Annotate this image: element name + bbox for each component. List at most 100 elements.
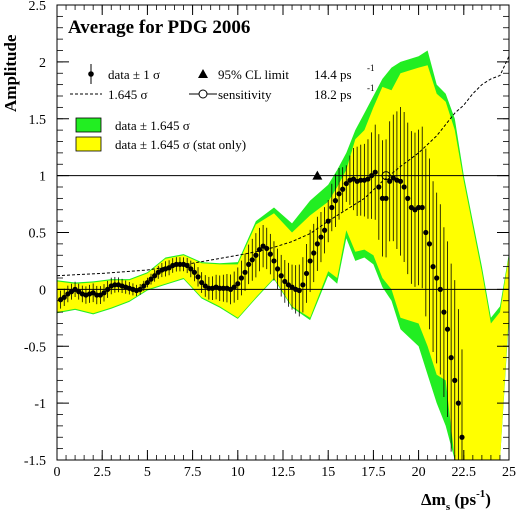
y-tick-label: 0.5 (29, 227, 47, 242)
chart-title: Average for PDG 2006 (68, 17, 250, 38)
legend-sensitivity-value: 18.2 ps (314, 87, 352, 102)
band-stat-only (57, 65, 509, 461)
data-point (195, 274, 201, 280)
y-tick-label: -1 (34, 397, 46, 412)
data-point (441, 309, 447, 315)
data-point (376, 184, 382, 190)
legend-limit-label: 95% CL limit (218, 67, 289, 82)
x-axis-title-unit: (ps (450, 490, 476, 509)
bands (57, 50, 509, 461)
data-point (343, 180, 349, 187)
x-tick-label: 5 (144, 465, 151, 480)
data-point (296, 287, 302, 294)
legend-band-stat-label: data ± 1.645 σ (stat only) (115, 137, 246, 152)
data-point (206, 285, 212, 291)
data-point (416, 204, 422, 211)
legend-sensitivity-sup: -1 (367, 83, 375, 93)
y-tick-label: 2.5 (29, 0, 47, 14)
y-tick-label: -1.5 (24, 454, 46, 469)
data-point (459, 434, 465, 440)
data-point (191, 269, 198, 275)
data-point (358, 177, 364, 183)
data-point (455, 400, 461, 406)
data-point (148, 276, 154, 282)
data-point (332, 198, 339, 204)
data-point (184, 262, 190, 269)
data-point (256, 246, 263, 253)
data-point (397, 178, 404, 184)
data-point (253, 252, 259, 258)
data-point (246, 261, 252, 267)
x-tick-label: 10 (231, 465, 245, 480)
data-point (448, 355, 454, 361)
x-axis-title-sub: s (446, 501, 451, 513)
data-point (278, 273, 284, 279)
limit-marker (312, 170, 323, 180)
x-axis-title-close: ) (485, 490, 491, 509)
legend-sensitivity-label: sensitivity (218, 87, 272, 102)
data-point (231, 284, 237, 290)
x-tick-label: 15 (321, 465, 335, 480)
data-point (444, 326, 451, 332)
data-point (141, 283, 147, 289)
data-point (419, 204, 425, 211)
data-point (314, 241, 320, 247)
data-point (242, 269, 248, 275)
data-point (188, 266, 194, 272)
data-point (217, 285, 223, 291)
y-tick-label: -0.5 (24, 340, 46, 355)
data-point (300, 282, 306, 288)
data-point (336, 191, 342, 197)
data-point (430, 264, 436, 270)
data-point (177, 261, 183, 267)
data-point (437, 286, 443, 292)
data-point (307, 258, 313, 264)
data-point (267, 251, 273, 257)
data-point (401, 184, 407, 190)
data-point (318, 234, 324, 240)
data-point (137, 286, 143, 292)
data-point (368, 173, 375, 179)
x-tick-label: 2.5 (93, 465, 111, 480)
ticks-group: 0 2.5 5 7.5 10 12.5 15 17.5 20 22.5 25-1.5-1-0.500… (24, 0, 516, 480)
data-point (94, 292, 100, 298)
data-point (220, 285, 226, 291)
x-axis-title-sup: -1 (476, 488, 485, 500)
legend-limit-symbol (198, 69, 208, 78)
legend-data-label: data ± 1 σ (108, 67, 160, 82)
data-point (423, 229, 429, 236)
data-point (271, 258, 277, 264)
data-point (144, 279, 150, 286)
data-point (340, 186, 346, 192)
data-point (303, 270, 310, 277)
y-axis-title: Amplitude (1, 34, 20, 112)
legend-band-total-label: data ± 1.645 σ (115, 118, 190, 133)
data-point (152, 273, 158, 279)
data-point (329, 204, 335, 211)
data-point (383, 195, 389, 201)
legend-sensitivity-symbol (198, 89, 208, 99)
data-point (372, 169, 378, 175)
data-point (311, 250, 317, 256)
data-point (101, 290, 107, 296)
data-point (452, 377, 458, 383)
x-tick-label: 7.5 (184, 465, 202, 480)
data-point (61, 294, 67, 300)
data-point (426, 241, 433, 247)
x-tick-label: 22.5 (452, 465, 477, 480)
legend-data-symbol (88, 71, 94, 77)
legend: data ± 1 σ 1.645 σ 95% CL limit 14.4 ps … (70, 63, 375, 152)
legend-band-stat-swatch (75, 136, 102, 152)
legend-limit-sup: -1 (367, 63, 375, 73)
y-tick-label: 2 (39, 56, 46, 71)
data-point (387, 178, 393, 184)
legend-band-total-swatch (75, 117, 102, 133)
data-point (434, 275, 440, 281)
data-point (321, 227, 328, 233)
data-point (274, 266, 281, 272)
data-point (199, 279, 205, 286)
data-points-group (58, 106, 465, 460)
y-tick-label: 1.5 (29, 113, 47, 128)
data-point (112, 282, 118, 288)
